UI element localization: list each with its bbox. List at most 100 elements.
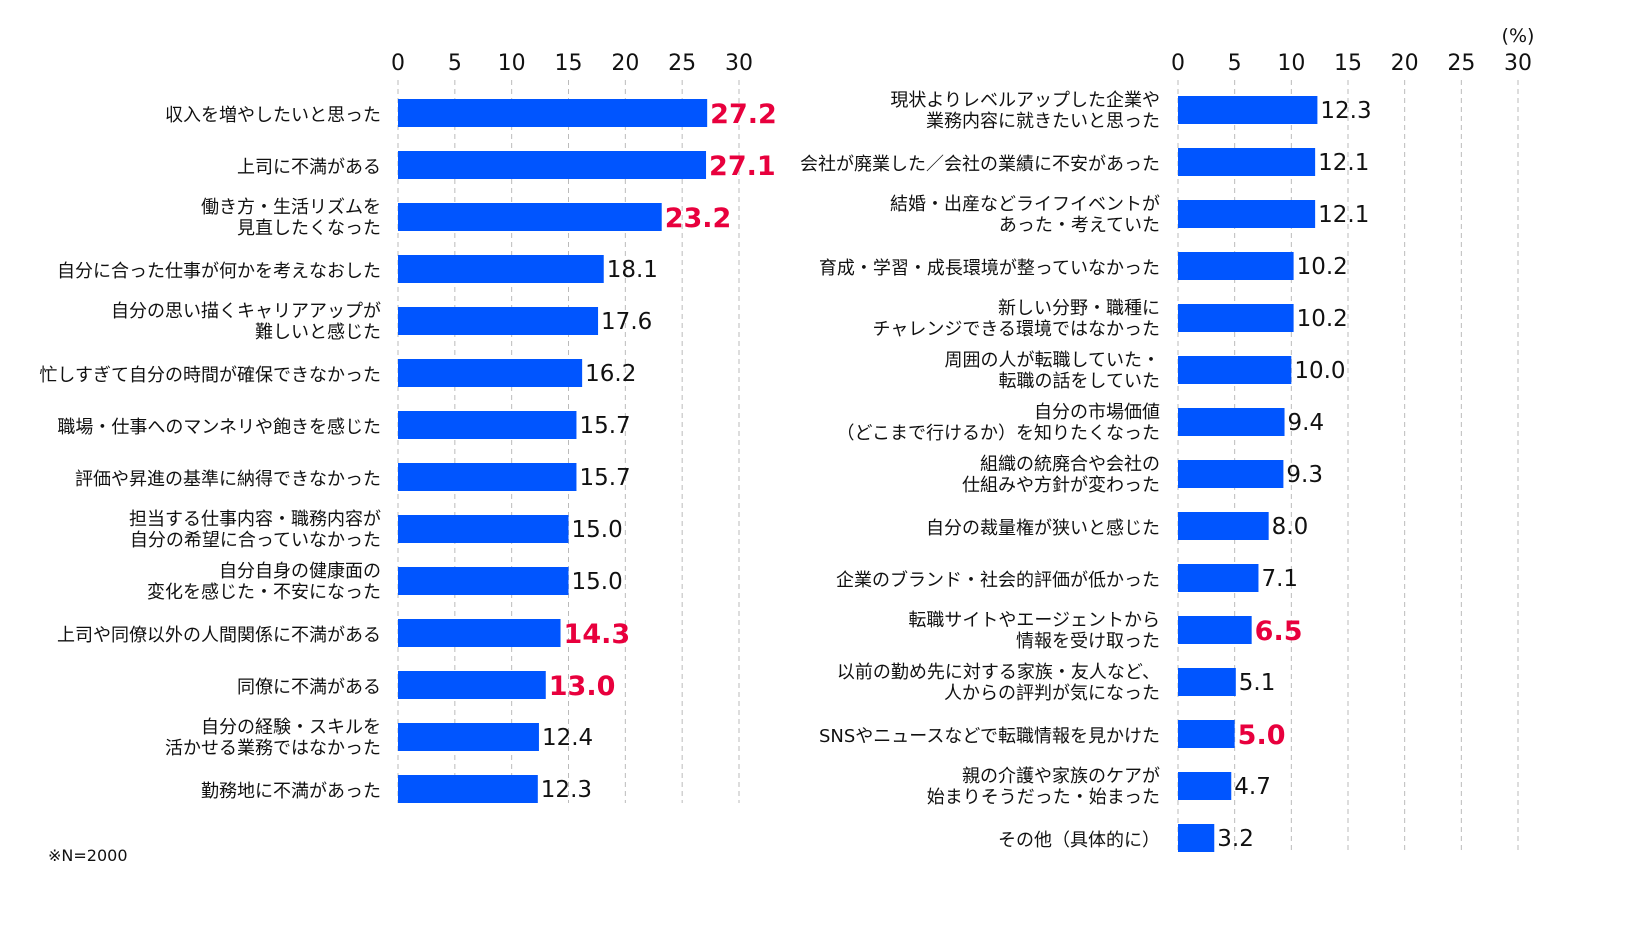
bar <box>1178 564 1259 592</box>
category-label: 業務内容に就きたいと思った <box>926 111 1160 132</box>
category-label: 以前の勤め先に対する家族・友人など、 <box>837 662 1160 683</box>
category-label: 転職の話をしていた <box>999 371 1160 392</box>
data-label: 27.2 <box>710 99 777 130</box>
data-label: 16.2 <box>585 361 636 387</box>
data-label: 6.5 <box>1255 616 1303 647</box>
category-label: 自分に合った仕事が何かを考えなおした <box>57 261 381 282</box>
category-label: 自分自身の健康面の <box>219 561 381 582</box>
bar <box>1178 720 1235 748</box>
category-label: 忙しすぎて自分の時間が確保できなかった <box>39 365 381 386</box>
category-label: 変化を感じた・不安になった <box>147 582 381 603</box>
category-label: 職場・仕事へのマンネリや飽きを感じた <box>57 417 381 438</box>
data-label: 15.0 <box>572 517 623 543</box>
data-label: 9.3 <box>1286 462 1323 488</box>
bar <box>1178 824 1215 852</box>
data-label: 3.2 <box>1217 826 1254 852</box>
category-label: 評価や昇進の基準に納得できなかった <box>75 469 381 490</box>
category-label: 働き方・生活リズムを <box>201 197 381 218</box>
category-label: 担当する仕事内容・職務内容が <box>129 509 381 530</box>
data-label: 14.3 <box>564 619 631 650</box>
x-tick-label: 25 <box>668 51 696 76</box>
category-label: SNSやニュースなどで転職情報を見かけた <box>819 726 1160 747</box>
category-label: 活かせる業務ではなかった <box>165 738 381 759</box>
x-tick-label: 20 <box>1391 51 1419 76</box>
unit-label: (%) <box>1502 25 1535 47</box>
bar <box>398 723 539 751</box>
data-label: 7.1 <box>1261 566 1298 592</box>
x-tick-label: 25 <box>1447 51 1475 76</box>
data-label: 15.7 <box>579 465 630 491</box>
data-label: 15.7 <box>579 413 630 439</box>
category-label: 上司や同僚以外の人間関係に不満がある <box>57 625 381 646</box>
bar <box>398 99 708 127</box>
category-label: 自分の裁量権が狭いと感じた <box>926 518 1160 539</box>
bar <box>398 515 569 543</box>
x-tick-label: 0 <box>391 51 405 76</box>
data-label: 8.0 <box>1272 514 1309 540</box>
bar <box>398 255 604 283</box>
category-label: その他（具体的に） <box>998 830 1160 851</box>
x-tick-label: 30 <box>725 51 753 76</box>
category-label: 始まりそうだった・始まった <box>927 787 1160 808</box>
bar <box>398 567 569 595</box>
bar <box>1178 96 1318 124</box>
x-tick-label: 10 <box>498 51 526 76</box>
bar <box>398 203 662 231</box>
bar <box>398 411 577 439</box>
bar <box>1178 772 1232 800</box>
bar <box>398 775 538 803</box>
bar <box>398 463 577 491</box>
category-label: チャレンジできる環境ではなかった <box>873 319 1160 340</box>
bar <box>398 307 599 335</box>
category-label: 見直したくなった <box>237 218 381 239</box>
category-label: 自分の経験・スキルを <box>201 717 381 738</box>
category-label: 自分の市場価値 <box>1034 402 1160 423</box>
footnote: ※N=2000 <box>48 846 128 865</box>
data-label: 12.1 <box>1318 150 1369 176</box>
category-label: 同僚に不満がある <box>237 677 381 698</box>
bar <box>398 151 707 179</box>
bar <box>1178 616 1252 644</box>
data-label: 12.1 <box>1318 202 1369 228</box>
bar <box>1178 252 1294 280</box>
bar <box>1178 200 1316 228</box>
x-tick-label: 10 <box>1277 51 1305 76</box>
data-label: 12.3 <box>541 777 592 803</box>
x-tick-label: 0 <box>1171 51 1185 76</box>
category-label: 人からの評判が気になった <box>944 683 1160 704</box>
data-label: 9.4 <box>1288 410 1325 436</box>
bar <box>1178 668 1236 696</box>
category-label: 育成・学習・成長環境が整っていなかった <box>819 258 1160 279</box>
category-label: 結婚・出産などライフイベントが <box>890 194 1160 215</box>
category-label: 勤務地に不満があった <box>201 781 381 802</box>
bar <box>1178 460 1284 488</box>
data-label: 27.1 <box>709 151 776 182</box>
category-label: 情報を受け取った <box>1016 631 1160 652</box>
category-label: 自分の思い描くキャリアアップが <box>111 301 381 322</box>
category-label: 周囲の人が転職していた・ <box>945 350 1160 371</box>
category-label: 企業のブランド・社会的評価が低かった <box>836 569 1160 591</box>
data-label: 17.6 <box>601 309 652 335</box>
data-label: 12.4 <box>542 725 593 751</box>
bar <box>398 619 561 647</box>
category-label: 親の介護や家族のケアが <box>962 766 1160 787</box>
data-label: 23.2 <box>665 203 732 234</box>
data-label: 10.2 <box>1297 254 1348 280</box>
category-label: 会社が廃業した／会社の業績に不安があった <box>800 154 1160 175</box>
bar <box>1178 148 1316 176</box>
bar <box>1178 512 1269 540</box>
category-label: 新しい分野・職種に <box>998 298 1160 319</box>
data-label: 10.2 <box>1297 306 1348 332</box>
bar <box>398 359 583 387</box>
category-label: 自分の希望に合っていなかった <box>130 530 381 551</box>
x-tick-label: 15 <box>555 51 583 76</box>
x-tick-label: 5 <box>1228 51 1242 76</box>
x-tick-label: 20 <box>611 51 639 76</box>
category-label: あった・考えていた <box>999 215 1160 236</box>
category-label: 収入を増やしたいと思った <box>165 105 381 126</box>
category-label: 難しいと感じた <box>255 322 381 343</box>
category-label: （どこまで行けるか）を知りたくなった <box>837 423 1160 444</box>
data-label: 4.7 <box>1234 774 1271 800</box>
data-label: 5.0 <box>1238 720 1286 751</box>
